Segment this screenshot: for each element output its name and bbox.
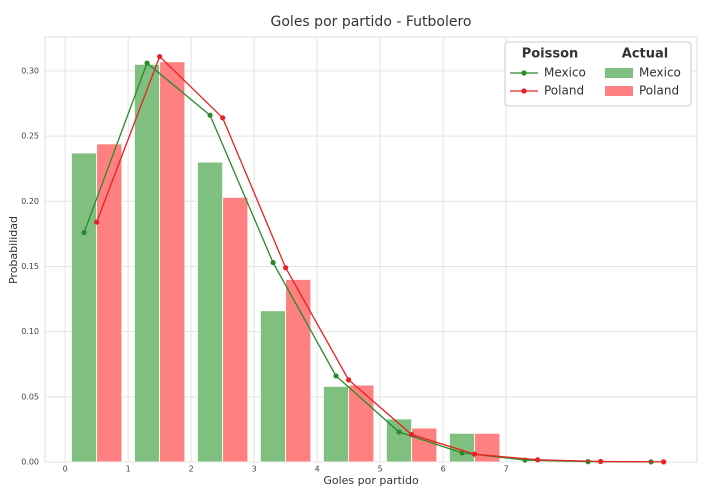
point — [472, 451, 478, 457]
point — [94, 219, 100, 225]
point — [598, 458, 604, 465]
bar — [96, 143, 123, 463]
point — [283, 265, 289, 271]
y-tick-label: 0.15 — [21, 262, 39, 271]
point — [81, 229, 87, 236]
chart-title: Goles por partido - Futbolero — [271, 14, 472, 30]
x-axis-label: Goles por partido — [323, 474, 419, 487]
line — [96, 55, 664, 463]
legend-label: Poland — [544, 84, 584, 98]
point — [220, 115, 226, 121]
legend-label: Mexico — [639, 66, 681, 80]
point — [396, 429, 402, 435]
point — [207, 112, 213, 118]
y-axis-label: Probabilidad — [7, 216, 20, 284]
point — [535, 457, 541, 463]
point — [270, 259, 276, 266]
y-tick-label: 0.05 — [21, 392, 39, 401]
point — [346, 377, 352, 383]
point — [333, 373, 339, 379]
point — [157, 53, 163, 60]
point — [409, 432, 415, 438]
bar — [474, 432, 501, 463]
legend-title: Actual — [622, 47, 668, 62]
legend-marker — [521, 70, 527, 76]
y-tick-label: 0.00 — [21, 458, 39, 467]
bar — [260, 310, 287, 463]
legend-label: Poland — [639, 84, 679, 98]
x-tick-label: 1 — [126, 465, 131, 474]
x-tick-label: 7 — [504, 465, 509, 474]
x-tick-label: 5 — [378, 465, 383, 474]
x-tick-label: 6 — [441, 465, 446, 474]
bar — [348, 384, 375, 463]
bar — [323, 385, 350, 463]
point — [459, 450, 465, 456]
legend-swatch — [605, 68, 633, 78]
y-tick-label: 0.10 — [21, 327, 39, 336]
bar — [285, 279, 312, 463]
legend-box — [504, 41, 692, 107]
legend-marker — [521, 88, 527, 94]
bar — [386, 418, 413, 463]
bar — [71, 152, 98, 463]
y-tick-label: 0.20 — [21, 197, 39, 206]
x-tick-label: 2 — [189, 465, 194, 474]
bar — [222, 196, 249, 463]
point — [144, 60, 150, 66]
bar — [197, 161, 224, 463]
x-tick-label: 4 — [315, 465, 320, 474]
legend-title: Poisson — [522, 47, 579, 62]
x-tick-label: 0 — [63, 465, 68, 474]
legend-label: Mexico — [544, 66, 586, 80]
bar — [411, 427, 438, 463]
y-tick-label: 0.25 — [21, 132, 39, 141]
legend-swatch — [605, 86, 633, 96]
point — [661, 459, 667, 465]
y-tick-label: 0.30 — [21, 66, 39, 75]
x-tick-label: 3 — [252, 465, 257, 474]
bar — [134, 63, 161, 463]
bar — [159, 61, 186, 463]
